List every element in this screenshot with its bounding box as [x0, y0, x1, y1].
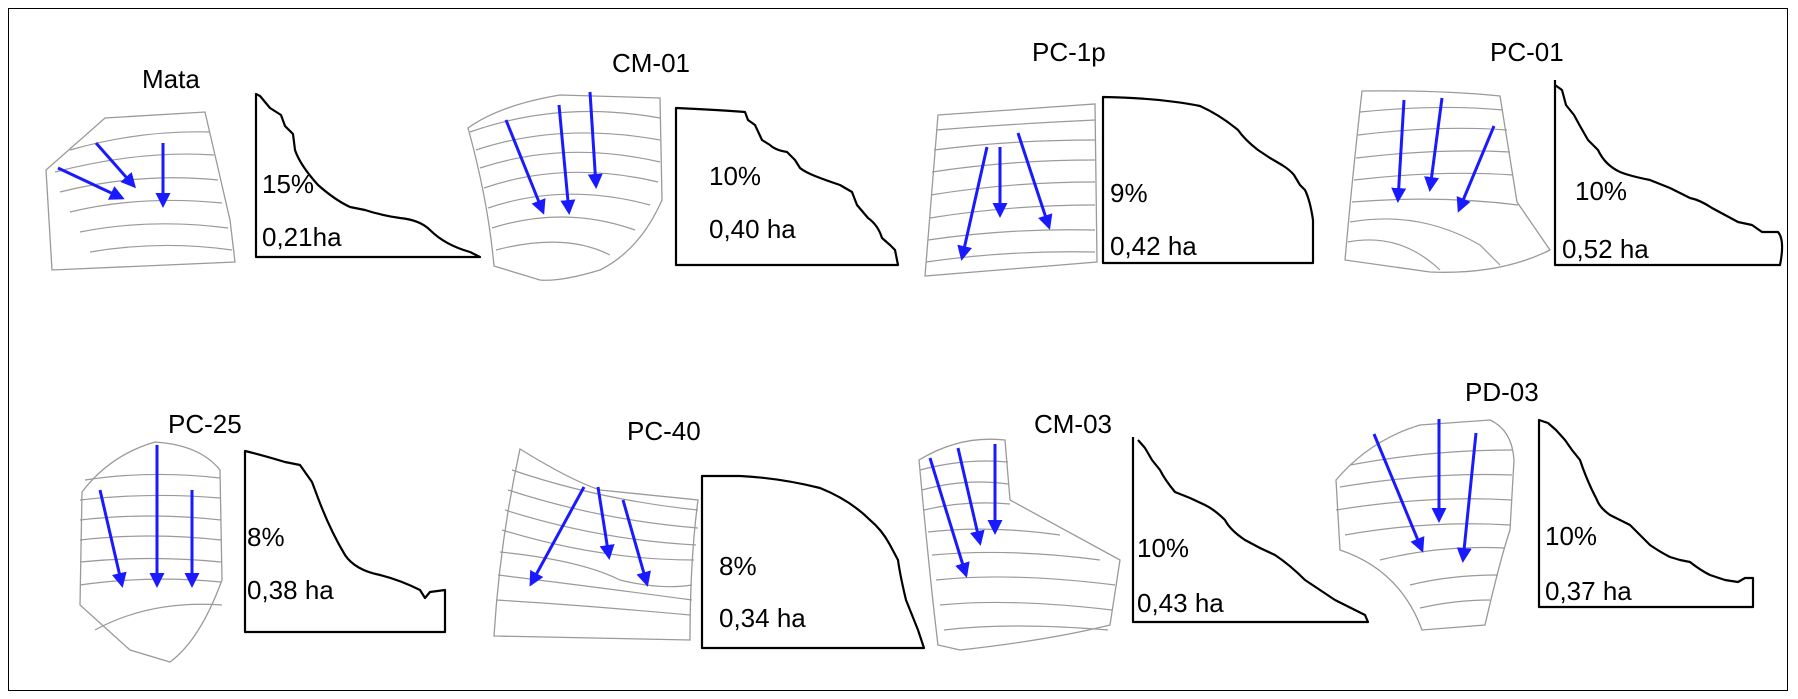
slope-value: 15%	[262, 169, 314, 199]
slope-value: 8%	[719, 551, 757, 581]
area-value: 0,21ha	[262, 222, 342, 252]
slope-profile	[1553, 80, 1784, 267]
flow-arrows	[1372, 419, 1478, 563]
flow-arrows	[504, 91, 603, 215]
slope-profile	[1101, 95, 1315, 265]
contour-map	[79, 441, 223, 663]
panel-title: PC-40	[627, 416, 701, 446]
slope-value: 10%	[1137, 533, 1189, 563]
slope-profile	[700, 474, 926, 650]
panel-cm-01: CM-01 10% 0,40 ha	[467, 48, 900, 281]
flow-arrows	[529, 486, 651, 587]
slope-value: 9%	[1110, 178, 1148, 208]
slope-profile	[1131, 437, 1370, 624]
slope-value: 10%	[1545, 521, 1597, 551]
slope-value: 8%	[247, 522, 285, 552]
area-value: 0,38 ha	[247, 575, 334, 605]
flow-arrows	[57, 142, 171, 208]
flow-arrows	[1391, 97, 1496, 213]
flow-arrows	[957, 132, 1053, 261]
slope-profile	[254, 92, 482, 259]
area-value: 0,37 ha	[1545, 576, 1632, 606]
slope-profile	[1537, 418, 1755, 609]
contour-map	[1335, 419, 1515, 631]
contour-map	[45, 111, 236, 271]
panel-title: CM-03	[1034, 409, 1112, 439]
panel-cm-03: CM-03 10% 0,43 ha	[918, 409, 1370, 651]
contour-map	[493, 447, 699, 641]
flow-arrows	[928, 444, 1003, 578]
panel-pc-01: PC-01 10% 0,52 ha	[1344, 37, 1784, 273]
slope-value: 10%	[709, 161, 761, 191]
panel-title: PC-1p	[1032, 37, 1106, 67]
figure-frame	[8, 8, 1788, 691]
area-value: 0,52 ha	[1562, 234, 1649, 264]
contour-map	[924, 103, 1098, 277]
panel-title: PD-03	[1465, 377, 1539, 407]
panel-pc-40: PC-40 8% 0,34 ha	[493, 416, 926, 650]
contour-map	[918, 438, 1121, 651]
panel-pc-25: PC-25 8% 0,38 ha	[79, 409, 447, 663]
panel-title: PC-25	[168, 409, 242, 439]
slope-profile	[674, 106, 900, 267]
area-value: 0,40 ha	[709, 214, 796, 244]
panel-pc-1p: PC-1p 9% 0,42 ha	[924, 37, 1315, 277]
contour-map	[1344, 90, 1551, 273]
area-value: 0,43 ha	[1137, 588, 1224, 618]
area-value: 0,42 ha	[1110, 231, 1197, 261]
slope-value: 10%	[1575, 176, 1627, 206]
panel-title: CM-01	[612, 48, 690, 78]
slope-profile	[243, 449, 447, 634]
panel-title: Mata	[142, 64, 200, 94]
panel-pd-03: PD-03 10% 0,37 ha	[1335, 377, 1755, 631]
flow-arrows	[98, 445, 200, 588]
area-value: 0,34 ha	[719, 603, 806, 633]
contour-map	[467, 94, 663, 281]
panel-mata: Mata 15% 0,21ha	[45, 64, 482, 271]
panel-title: PC-01	[1490, 37, 1564, 67]
